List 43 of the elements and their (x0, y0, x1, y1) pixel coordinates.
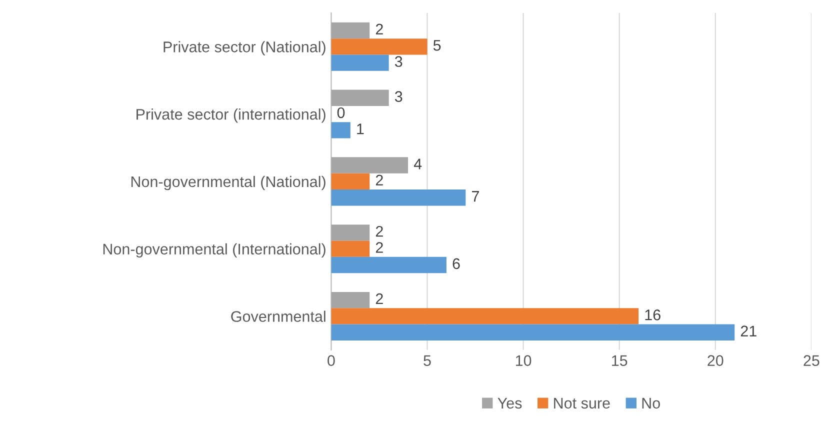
bar (331, 90, 389, 106)
data-label: 5 (433, 40, 441, 51)
data-label: 1 (357, 124, 364, 134)
data-label: 2 (376, 293, 383, 304)
data-label: 16 (645, 310, 660, 320)
bar (331, 173, 370, 190)
bar (331, 122, 350, 138)
data-label: 2 (376, 24, 383, 34)
data-label: 7 (472, 191, 479, 202)
data-label: 21 (740, 326, 756, 336)
bar (331, 190, 466, 206)
y-tick-label: Governmental (231, 310, 326, 322)
data-label: 2 (376, 226, 383, 237)
y-tick-label: Private sector (National) (164, 41, 326, 56)
x-tick-label: 10 (516, 355, 532, 366)
data-label: 3 (394, 56, 402, 67)
x-tick-label: 0 (328, 355, 335, 366)
legend-label: No (642, 398, 660, 409)
legend-label: Not sure (554, 398, 610, 409)
bar (331, 157, 408, 174)
y-tick-label: Non-governmental (National) (131, 176, 326, 190)
bar (331, 22, 370, 39)
bar (331, 308, 639, 324)
y-tick-label: Non-governmental (International) (103, 243, 326, 258)
legend-label: Yes (498, 398, 522, 409)
bar (331, 54, 389, 71)
x-tick-label: 25 (804, 355, 820, 366)
data-label: 4 (414, 158, 422, 170)
bar (331, 38, 428, 55)
data-label: 2 (376, 174, 383, 186)
bar (331, 292, 370, 308)
bar (331, 240, 370, 257)
data-label: 2 (376, 242, 383, 253)
x-tick-label: 5 (424, 355, 431, 366)
data-label: 0 (337, 107, 345, 118)
bar (331, 256, 446, 274)
bar (331, 324, 735, 340)
x-tick-label: 20 (708, 355, 724, 366)
x-tick-label: 15 (612, 355, 628, 366)
bar (331, 224, 370, 241)
data-label: 6 (452, 258, 460, 270)
y-tick-label: Private sector (international) (136, 108, 326, 123)
data-label: 3 (394, 91, 402, 102)
